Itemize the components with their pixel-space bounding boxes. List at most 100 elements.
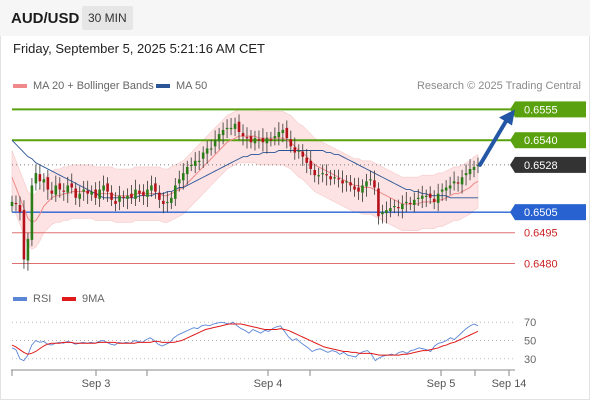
candle-body	[464, 173, 468, 176]
candle-body	[285, 127, 289, 139]
level-label-0.6540: 0.6540	[524, 135, 558, 147]
candle-body	[233, 123, 237, 129]
candle-body	[297, 150, 301, 152]
legend-label-ma20: MA 20 + Bollinger Bands	[33, 80, 154, 92]
legend-swatch-rsi-ma	[62, 297, 76, 301]
candle-body	[193, 160, 197, 166]
candle-body	[468, 169, 472, 175]
candle-body	[118, 195, 121, 202]
legend-label-ma50: MA 50	[176, 80, 208, 92]
candle-body	[138, 190, 141, 194]
candle-body	[349, 182, 352, 186]
candle-body	[26, 238, 30, 261]
legend-swatch-ma20	[13, 84, 27, 88]
candle-body	[225, 127, 229, 130]
candle-body	[357, 187, 360, 192]
candle-body	[14, 202, 18, 205]
candle-body	[241, 133, 245, 137]
projection-arrow-head	[499, 109, 515, 126]
timeframe-badge[interactable]: 30 MIN	[82, 6, 133, 30]
candle-body	[428, 193, 432, 198]
candle-body	[102, 185, 105, 191]
candle-body	[249, 136, 253, 143]
level-label-0.6555: 0.6555	[524, 104, 558, 116]
rsi-tick-30: 30	[524, 354, 536, 366]
candle-body	[34, 173, 38, 184]
projection-arrow-shaft	[478, 117, 509, 167]
candle-body	[197, 160, 201, 162]
candle-body	[345, 181, 348, 183]
candle-body	[237, 121, 241, 132]
level-tag-pointer-0.6505	[510, 204, 515, 221]
candle-body	[301, 151, 305, 157]
candle-body	[257, 139, 261, 141]
candle-body	[78, 193, 82, 199]
candle-body	[456, 182, 460, 184]
legend-swatch-rsi	[13, 297, 27, 301]
rsi-tick-50: 50	[524, 336, 536, 348]
candle-body	[373, 180, 376, 188]
level-tag-0.6555	[515, 101, 586, 118]
candle-body	[401, 203, 404, 210]
candle-body	[412, 199, 416, 205]
candle-body	[70, 183, 74, 188]
candle-body	[353, 186, 356, 190]
candle-body	[444, 187, 448, 191]
candle-body	[341, 180, 344, 184]
candle-body	[273, 136, 277, 139]
candle-body	[325, 174, 328, 176]
candle-body	[201, 152, 205, 159]
candle-body	[416, 197, 420, 199]
candle-body	[313, 170, 317, 176]
candle-body	[142, 191, 145, 196]
candle-body	[424, 195, 428, 197]
candle-body	[229, 127, 233, 130]
candle-body	[66, 185, 70, 193]
candle-body	[253, 138, 257, 144]
research-credit: Research © 2025 Trading Central	[416, 80, 581, 92]
candle-body	[42, 179, 46, 183]
legend-ma50: MA 50	[156, 80, 207, 92]
legend-ma20: MA 20 + Bollinger Bands	[13, 80, 154, 92]
symbol-title: AUD/USD	[11, 10, 80, 27]
candle-body	[333, 177, 336, 179]
candle-body	[309, 160, 313, 169]
candle-body	[30, 185, 34, 240]
candle-body	[22, 210, 26, 260]
x-tick-label: Sep 5	[427, 378, 456, 390]
ma50-line	[11, 139, 478, 199]
candle-body	[114, 200, 117, 204]
candle-body	[74, 188, 78, 198]
candle-body	[476, 164, 480, 167]
candle-body	[405, 201, 408, 204]
rsi-tick-70: 70	[524, 317, 536, 329]
candle-body	[150, 185, 153, 191]
candle-body	[170, 197, 173, 203]
legend-rsi-ma: 9MA	[62, 293, 105, 305]
candle-body	[217, 134, 221, 142]
candle-body	[173, 185, 177, 199]
candle-body	[110, 192, 113, 200]
candle-body	[98, 189, 101, 199]
candle-body	[397, 207, 400, 209]
candle-body	[261, 138, 265, 143]
ma20-line	[11, 135, 479, 224]
candle-body	[365, 181, 368, 187]
candle-body	[269, 139, 273, 141]
candle-body	[393, 206, 396, 208]
candle-body	[381, 212, 384, 215]
candle-body	[305, 157, 309, 163]
level-tag-0.6540	[515, 132, 586, 149]
candle-body	[209, 148, 213, 150]
candle-body	[162, 200, 165, 204]
candle-body	[420, 195, 424, 199]
level-label-0.6480: 0.6480	[524, 259, 558, 271]
candle-body	[337, 178, 340, 180]
candle-body	[436, 193, 440, 203]
candle-body	[460, 177, 464, 185]
candle-body	[126, 195, 129, 199]
level-tag-0.6505	[515, 204, 586, 221]
x-tick-label: Sep 4	[254, 378, 283, 390]
candle-body	[94, 189, 97, 198]
candle-body	[281, 129, 285, 134]
